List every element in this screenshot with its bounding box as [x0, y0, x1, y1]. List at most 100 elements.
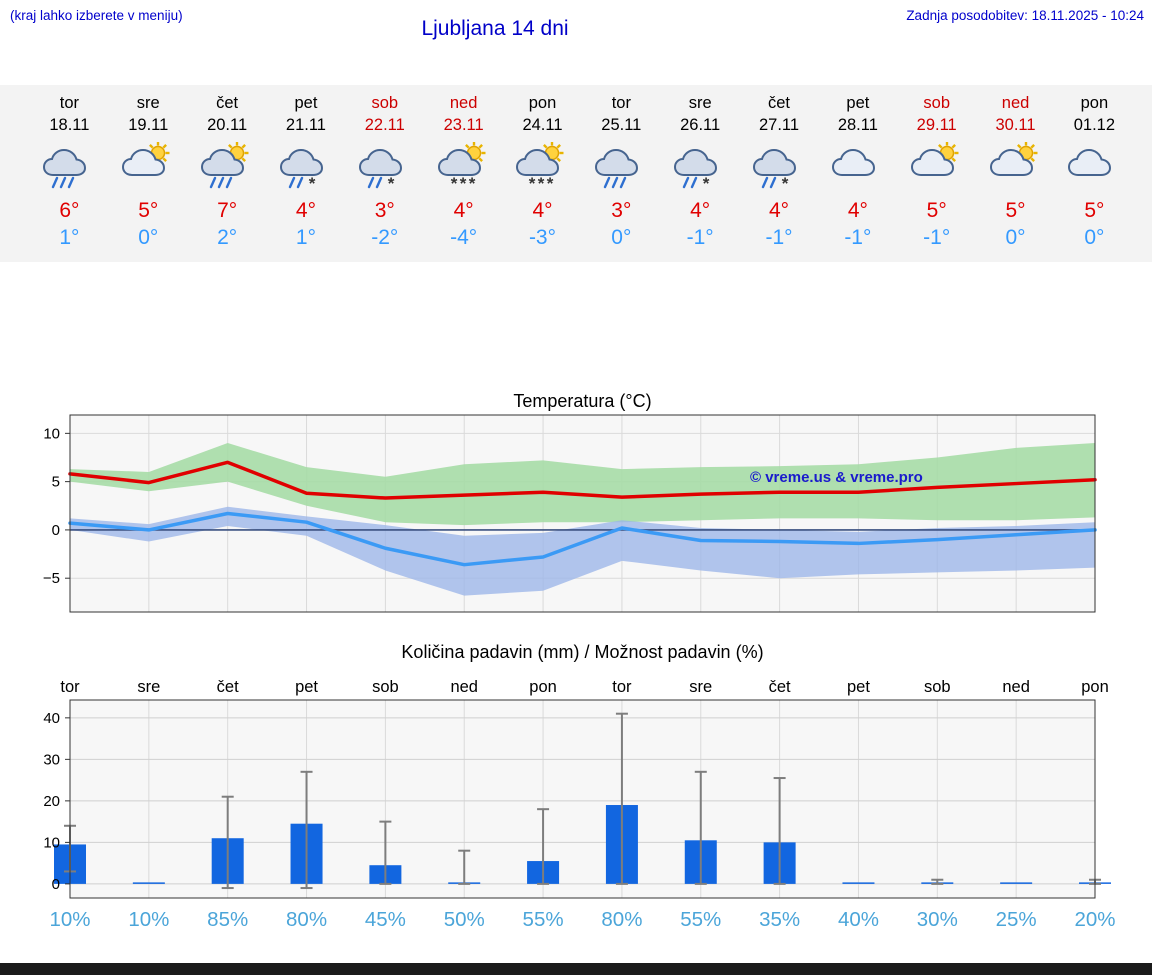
- raindrop: [682, 176, 690, 189]
- cloud: [831, 148, 875, 176]
- forecast-day: tor 25.11 3° 0°: [582, 85, 661, 262]
- cloud: [43, 148, 87, 176]
- raindrop: [375, 176, 382, 189]
- day-label: pet: [295, 678, 318, 696]
- day-date: 01.12: [1073, 116, 1116, 134]
- raindrop: [209, 176, 217, 189]
- precip-probability: 80%: [286, 908, 327, 931]
- day-label: ned: [450, 678, 478, 696]
- sun-ray: [478, 144, 483, 149]
- ytick-label: 10: [43, 425, 60, 442]
- max-temp-range-band: [70, 443, 1095, 526]
- sun-ray: [149, 144, 154, 149]
- forecast-day: sob 22.11 * 3° -2°: [345, 85, 424, 262]
- sun-rain-icon: [201, 141, 249, 189]
- temp-chart-title: Temperatura (°C): [513, 391, 651, 411]
- day-name: sob: [371, 94, 399, 112]
- plot-border: [69, 414, 1096, 613]
- day-icon-wrap: *: [740, 142, 819, 194]
- sun-cloud-icon: [989, 141, 1038, 176]
- low-temp: 1°: [295, 226, 316, 249]
- day-label: čet: [217, 678, 239, 696]
- day-name: tor: [59, 94, 80, 112]
- high-temp: 7°: [217, 199, 238, 222]
- raindrop: [52, 176, 59, 189]
- precip-probability: 85%: [207, 908, 248, 931]
- snowflake: *: [703, 174, 710, 190]
- low-temp: 1°: [59, 226, 80, 249]
- day-icon-wrap: [109, 141, 188, 194]
- forecast-day: sob 29.11 5° -1°: [897, 85, 976, 262]
- low-temp: -2°: [371, 226, 399, 249]
- day-icon-wrap: *: [345, 142, 424, 194]
- sun-cloud-icon: [910, 141, 959, 176]
- forecast-day: čet 20.11 7° 2°: [188, 85, 267, 262]
- day-name: ned: [1001, 94, 1030, 112]
- precip-chart-title: Količina padavin (mm) / Možnost padavin …: [401, 642, 763, 662]
- ytick-label: 20: [43, 793, 60, 810]
- ytick-label: 5: [52, 474, 60, 491]
- cloud: [1068, 148, 1112, 176]
- day-label: sob: [372, 678, 399, 696]
- precip-probability: 25%: [996, 908, 1037, 931]
- day-name: pon: [1080, 94, 1109, 112]
- day-label: sre: [137, 678, 160, 696]
- high-temp: 5°: [1005, 199, 1026, 222]
- precip-probability: 45%: [365, 908, 406, 931]
- high-temp: 3°: [611, 199, 632, 222]
- sun-ray: [556, 144, 562, 149]
- snowflake: *: [538, 174, 545, 190]
- day-name: čet: [216, 94, 239, 112]
- sun-snow-icon: * * *: [516, 141, 564, 193]
- day-name: pet: [846, 94, 870, 112]
- raindrop: [225, 176, 233, 189]
- sun-ray: [1030, 144, 1035, 149]
- day-icon-wrap: *: [661, 142, 740, 194]
- day-name: pon: [528, 94, 557, 112]
- day-icon-wrap: [818, 142, 897, 194]
- day-label: sre: [689, 678, 712, 696]
- day-date: 22.11: [364, 116, 405, 134]
- day-label: ned: [1002, 678, 1030, 696]
- snowflake: *: [782, 174, 789, 190]
- high-temp: 4°: [768, 199, 790, 222]
- day-label: pon: [529, 678, 557, 696]
- forecast-day: pet 28.11 4° -1°: [818, 85, 897, 262]
- day-date: 18.11: [49, 116, 90, 134]
- forecast-day: sre 26.11 * 4° -1°: [661, 85, 740, 262]
- day-label: tor: [612, 678, 632, 696]
- low-temp: 0°: [1084, 226, 1105, 249]
- page-title: Ljubljana 14 dni: [421, 17, 569, 40]
- cloud: [753, 148, 797, 176]
- snowflake: *: [529, 174, 536, 190]
- watermark-link[interactable]: © vreme.us & vreme.pro: [750, 469, 923, 486]
- precip-bar: [842, 882, 875, 884]
- snowflake: *: [387, 174, 394, 190]
- day-icon-wrap: *: [267, 142, 346, 194]
- high-temp: 4°: [295, 199, 316, 222]
- precip-probability: 20%: [1074, 908, 1115, 931]
- day-date: 29.11: [916, 116, 957, 134]
- high-temp: 4°: [690, 199, 711, 222]
- day-icon-wrap: [897, 141, 976, 194]
- sleet-icon: *: [358, 148, 402, 193]
- sun-ray: [1030, 157, 1035, 162]
- min-temp-line: [68, 511, 1097, 567]
- plot-border: [69, 699, 1096, 899]
- sun-ray: [478, 157, 483, 162]
- day-icon-wrap: [188, 141, 267, 194]
- raindrop: [690, 176, 698, 189]
- ytick-label: 0: [52, 522, 60, 539]
- day-date: 23.11: [443, 116, 484, 134]
- precip-probability: 80%: [601, 908, 642, 931]
- cloud: [910, 148, 954, 176]
- day-label: tor: [60, 678, 80, 696]
- day-label: pet: [847, 678, 870, 696]
- raindrop: [217, 176, 225, 189]
- menu-note: (kraj lahko izberete v meniju): [10, 8, 183, 23]
- sun-ray: [228, 144, 233, 149]
- sun-ray: [162, 144, 168, 149]
- precip-probability: 10%: [128, 908, 169, 931]
- high-temp: 5°: [926, 199, 947, 222]
- raindrop: [769, 176, 777, 189]
